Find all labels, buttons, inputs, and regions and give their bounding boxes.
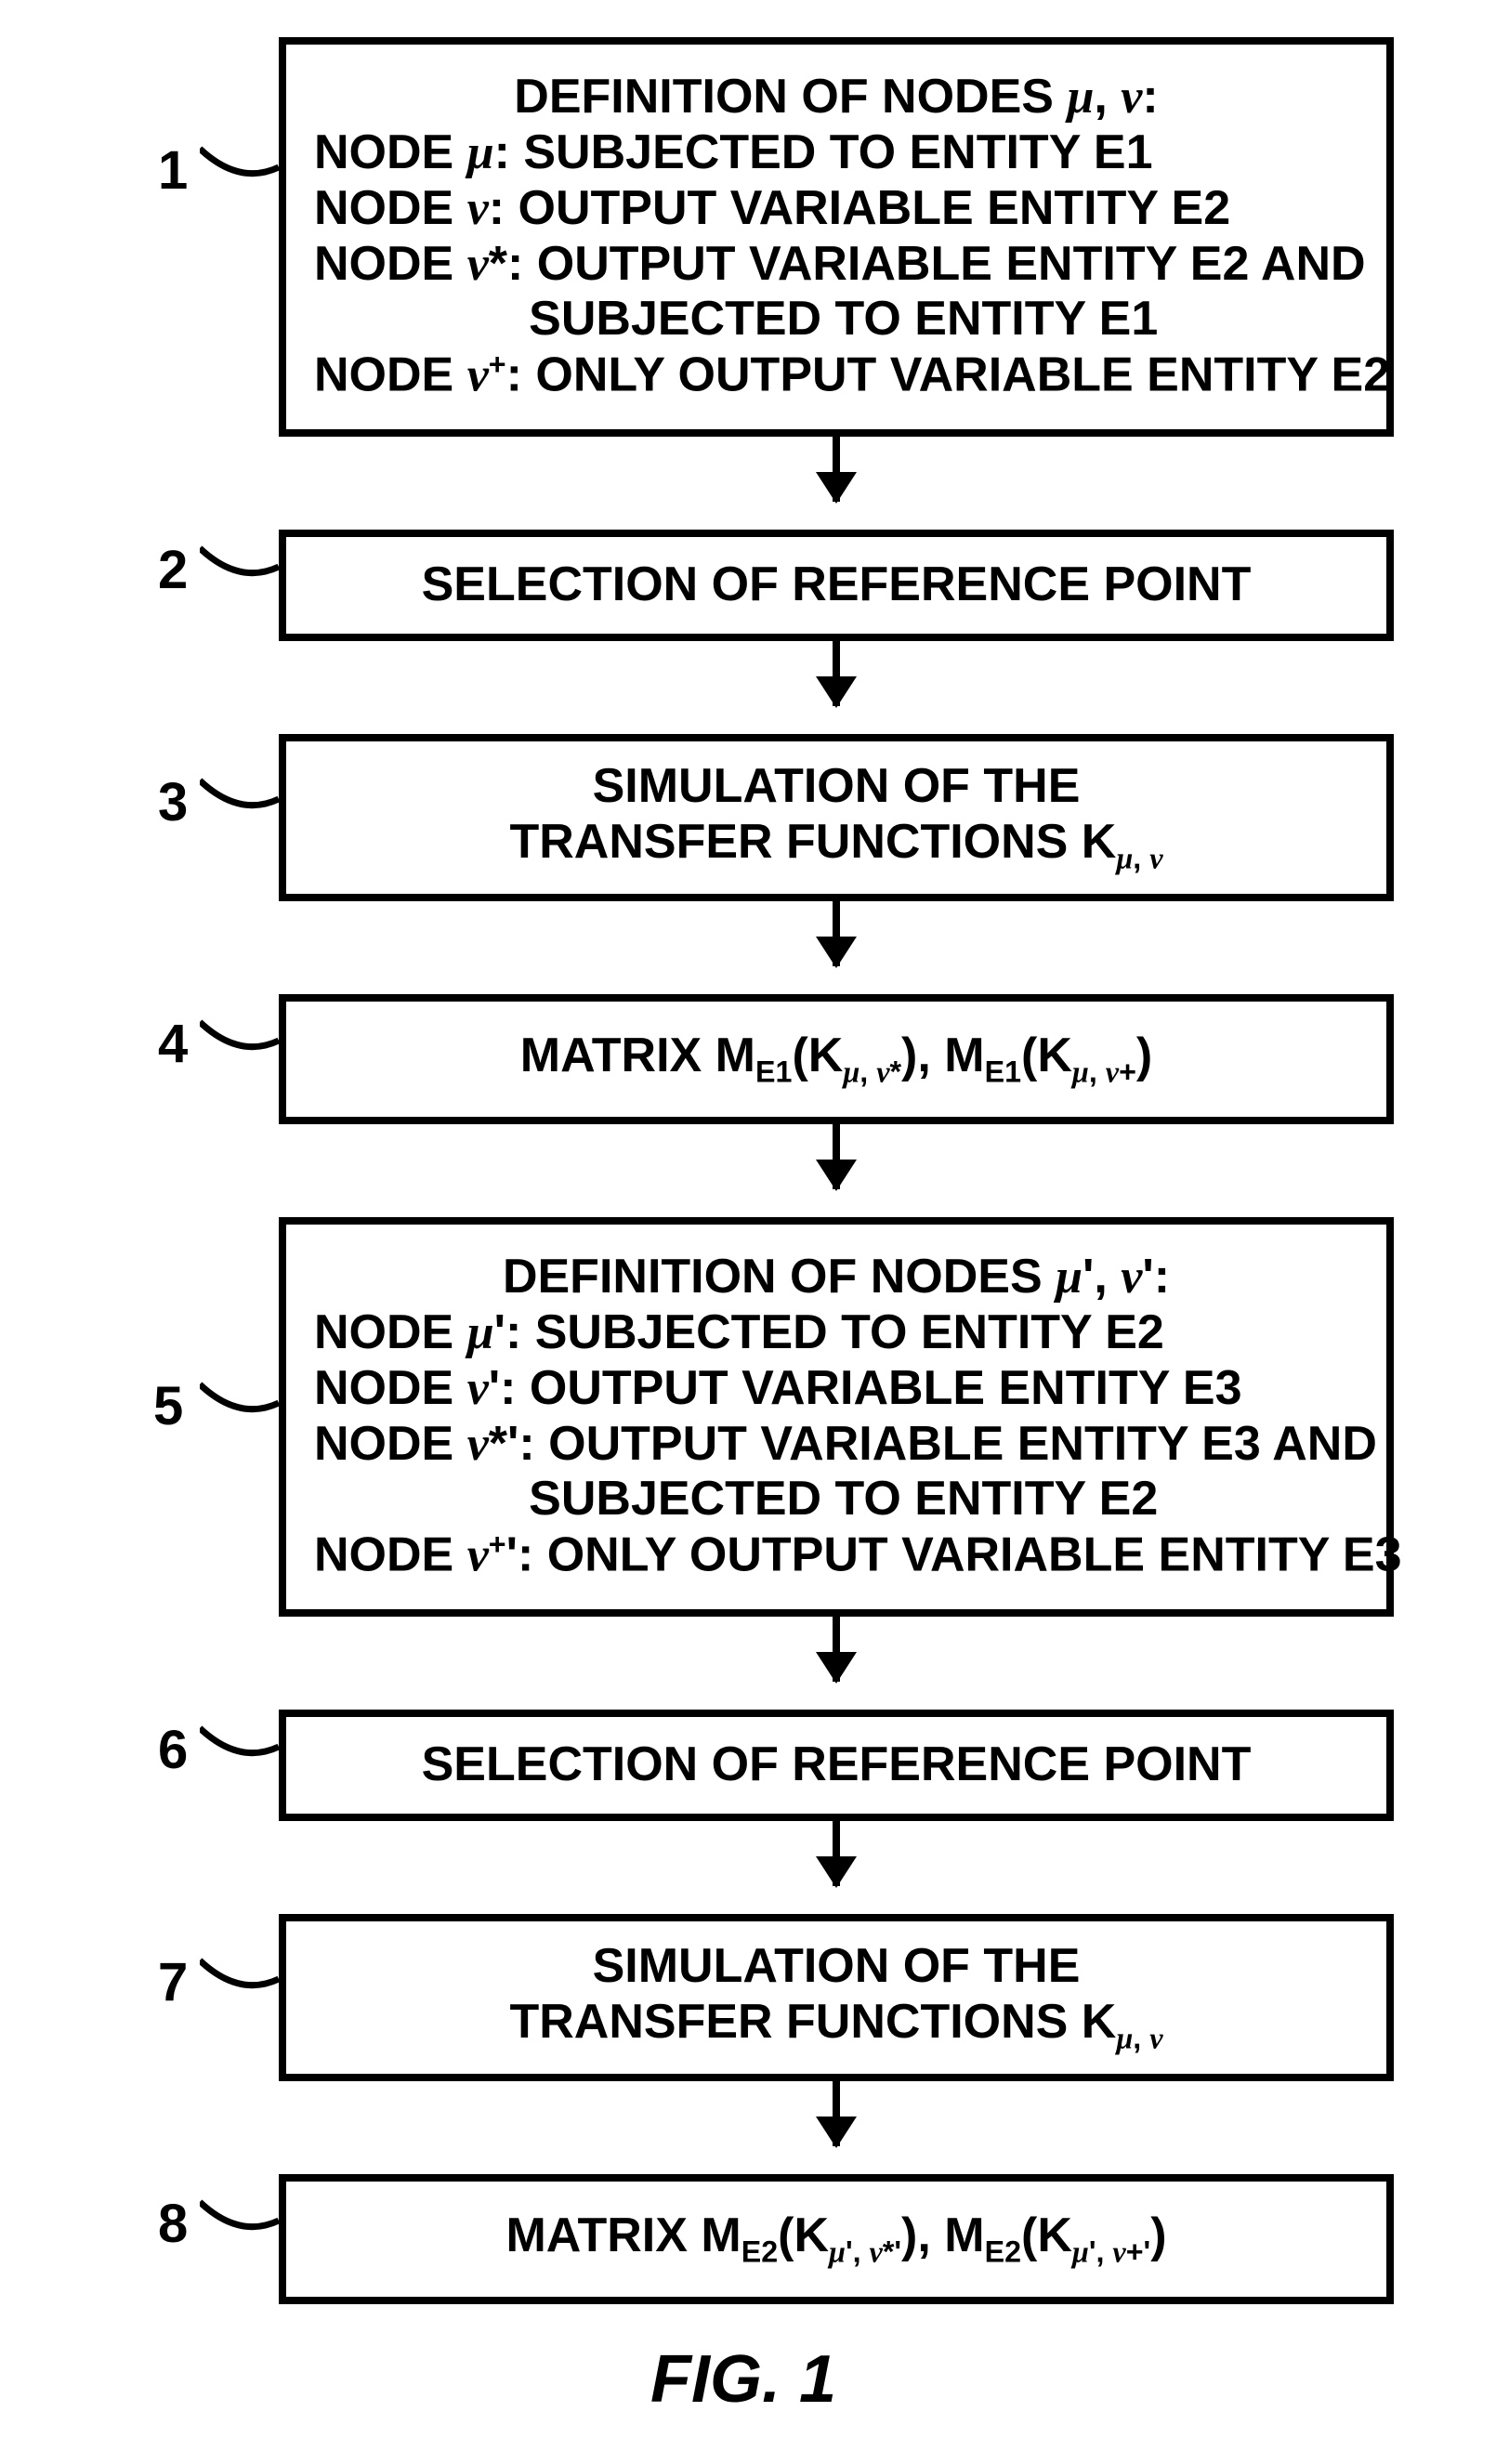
arrow-4 [833, 1124, 840, 1189]
box-3-line-0: SIMULATION OF THE [593, 759, 1081, 815]
arrow-2 [833, 641, 840, 706]
box-3-line-1: TRANSFER FUNCTIONS Kμ, ν [509, 815, 1162, 875]
box-label-1: 1 [158, 139, 188, 202]
arrow-3 [833, 901, 840, 966]
flowchart-box-1: DEFINITION OF NODES μ, ν:NODE μ: SUBJECT… [279, 37, 1394, 437]
label-tick-1 [200, 139, 288, 195]
flowchart-box-6: SELECTION OF REFERENCE POINT [279, 1710, 1394, 1821]
box-4-line-0: MATRIX ME1(Kμ, ν*), ME1(Kμ, ν+) [520, 1029, 1152, 1089]
box-label-5: 5 [153, 1375, 183, 1437]
flowchart-box-7: SIMULATION OF THETRANSFER FUNCTIONS Kμ, … [279, 1914, 1394, 2081]
flowchart-box-4: MATRIX ME1(Kμ, ν*), ME1(Kμ, ν+) [279, 994, 1394, 1124]
box-1-line-0: DEFINITION OF NODES μ, ν: [514, 70, 1158, 125]
box-8-line-0: MATRIX ME2(Kμ', ν*'), ME2(Kμ', ν+') [505, 2208, 1166, 2269]
flowchart-canvas: DEFINITION OF NODES μ, ν:NODE μ: SUBJECT… [0, 0, 1496, 2464]
arrow-6 [833, 1821, 840, 1886]
label-tick-6 [200, 1719, 288, 1775]
box-6-line-0: SELECTION OF REFERENCE POINT [422, 1737, 1252, 1793]
label-tick-7 [200, 1951, 288, 2007]
box-1-line-3: NODE ν*: OUTPUT VARIABLE ENTITY E2 AND [314, 237, 1366, 293]
arrow-5 [833, 1617, 840, 1682]
box-label-4: 4 [158, 1013, 188, 1075]
label-tick-5 [200, 1375, 288, 1431]
box-5-line-5: NODE ν+': ONLY OUTPUT VARIABLE ENTITY E3 [314, 1527, 1402, 1584]
box-1-line-1: NODE μ: SUBJECTED TO ENTITY E1 [314, 125, 1153, 181]
figure-caption: FIG. 1 [650, 2341, 836, 2418]
box-1-line-4: SUBJECTED TO ENTITY E1 [314, 292, 1158, 347]
flowchart-box-5: DEFINITION OF NODES μ', ν':NODE μ': SUBJ… [279, 1217, 1394, 1617]
flowchart-box-2: SELECTION OF REFERENCE POINT [279, 530, 1394, 641]
box-5-line-0: DEFINITION OF NODES μ', ν': [503, 1250, 1170, 1305]
box-7-line-1: TRANSFER FUNCTIONS Kμ, ν [509, 1995, 1162, 2055]
box-1-line-2: NODE ν: OUTPUT VARIABLE ENTITY E2 [314, 181, 1230, 237]
box-5-line-1: NODE μ': SUBJECTED TO ENTITY E2 [314, 1305, 1164, 1361]
label-tick-4 [200, 1013, 288, 1068]
box-7-line-0: SIMULATION OF THE [593, 1939, 1081, 1995]
flowchart-box-8: MATRIX ME2(Kμ', ν*'), ME2(Kμ', ν+') [279, 2174, 1394, 2304]
flowchart-box-3: SIMULATION OF THETRANSFER FUNCTIONS Kμ, … [279, 734, 1394, 901]
box-label-8: 8 [158, 2193, 188, 2255]
box-5-line-4: SUBJECTED TO ENTITY E2 [314, 1472, 1158, 1527]
box-5-line-3: NODE ν*': OUTPUT VARIABLE ENTITY E3 AND [314, 1417, 1377, 1473]
box-label-2: 2 [158, 539, 188, 601]
label-tick-2 [200, 539, 288, 595]
box-label-6: 6 [158, 1719, 188, 1781]
arrow-7 [833, 2081, 840, 2146]
arrow-1 [833, 437, 840, 502]
box-1-line-5: NODE ν+: ONLY OUTPUT VARIABLE ENTITY E2 [314, 347, 1390, 404]
box-2-line-0: SELECTION OF REFERENCE POINT [422, 557, 1252, 613]
label-tick-8 [200, 2193, 288, 2248]
box-label-7: 7 [158, 1951, 188, 2013]
label-tick-3 [200, 771, 288, 827]
box-5-line-2: NODE ν': OUTPUT VARIABLE ENTITY E3 [314, 1361, 1242, 1417]
box-label-3: 3 [158, 771, 188, 833]
